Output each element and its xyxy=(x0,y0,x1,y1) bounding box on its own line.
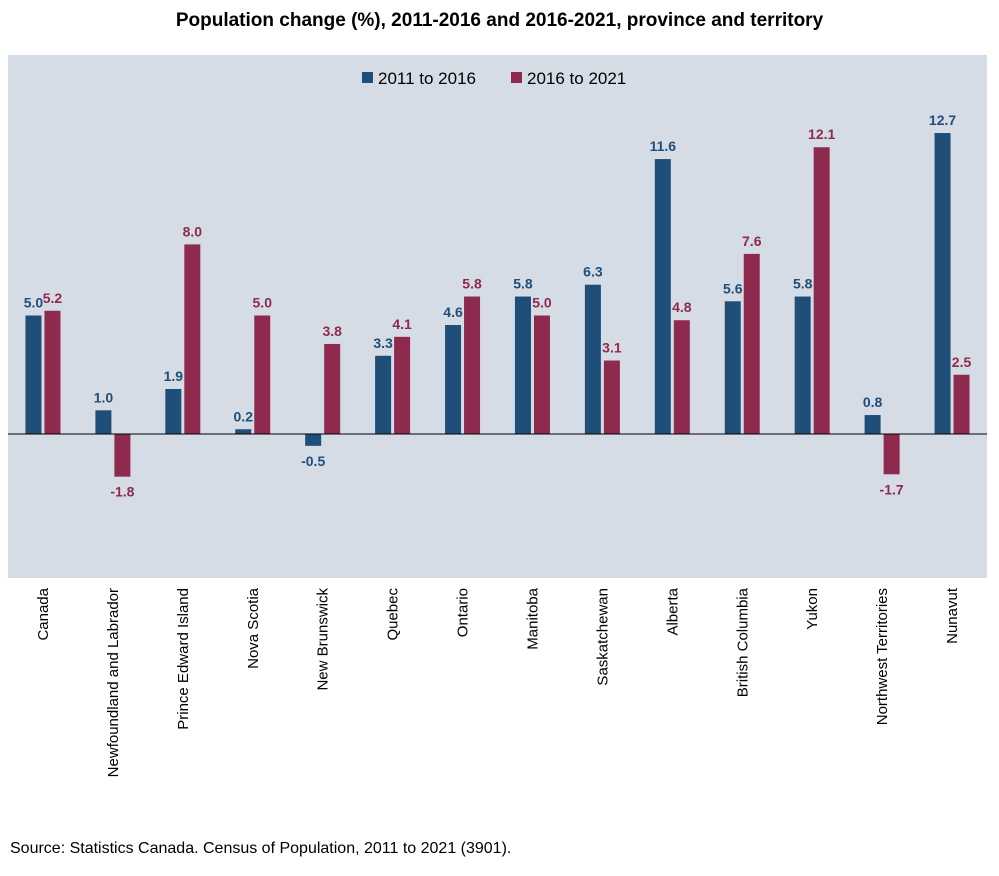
category-label: Quebec xyxy=(385,588,402,641)
bar-series-1 xyxy=(724,301,741,434)
category-label: Newfoundland and Labrador xyxy=(105,588,122,777)
data-label-series-2: 3.8 xyxy=(322,323,342,339)
category-label: Nova Scotia xyxy=(245,587,262,669)
bar-series-1 xyxy=(794,296,811,434)
bar-series-1 xyxy=(375,355,392,434)
legend-swatch-series-2 xyxy=(511,72,522,83)
bar-series-1 xyxy=(305,434,322,446)
bar-series-1 xyxy=(864,415,881,434)
data-label-series-1: 0.2 xyxy=(234,408,254,424)
bar-series-2 xyxy=(394,336,411,434)
chart-title: Population change (%), 2011-2016 and 201… xyxy=(175,10,824,31)
legend-swatch-series-1 xyxy=(362,72,373,83)
category-label: New Brunswick xyxy=(315,588,332,691)
category-label: Nunavut xyxy=(944,587,961,644)
category-label: Ontario xyxy=(455,588,472,637)
bar-series-1 xyxy=(514,296,531,434)
category-label: Prince Edward Island xyxy=(175,588,192,730)
category-label: Saskatchewan xyxy=(594,588,611,686)
bar-series-2 xyxy=(44,310,61,434)
plot-area xyxy=(8,55,987,578)
data-label-series-1: 5.0 xyxy=(24,295,44,311)
data-label-series-2: 8.0 xyxy=(183,223,203,239)
data-label-series-2: 12.1 xyxy=(808,126,835,142)
data-label-series-1: 1.0 xyxy=(94,389,114,405)
data-label-series-2: 5.0 xyxy=(253,295,273,311)
bar-series-1 xyxy=(25,315,42,434)
data-label-series-2: 4.8 xyxy=(672,299,692,315)
source-note: Source: Statistics Canada. Census of Pop… xyxy=(10,840,512,857)
data-label-series-2: 5.0 xyxy=(532,295,552,311)
data-label-series-2: 3.1 xyxy=(602,340,622,356)
data-label-series-1: 5.8 xyxy=(793,276,813,292)
data-label-series-2: 4.1 xyxy=(392,316,412,332)
bar-series-2 xyxy=(184,244,201,434)
data-label-series-1: 5.6 xyxy=(723,280,743,296)
category-label: British Columbia xyxy=(734,587,751,697)
legend-label-series-1: 2011 to 2016 xyxy=(378,69,476,88)
category-label: Alberta xyxy=(664,587,681,635)
data-label-series-1: 4.6 xyxy=(443,304,463,320)
bar-series-1 xyxy=(584,284,601,434)
legend: 2011 to 2016 2016 to 2021 xyxy=(362,69,626,88)
category-label: Canada xyxy=(35,587,52,640)
bar-series-2 xyxy=(813,147,830,435)
bar-series-2 xyxy=(883,434,900,475)
bar-series-2 xyxy=(114,434,131,477)
data-label-series-1: 6.3 xyxy=(583,264,603,280)
data-label-series-2: -1.8 xyxy=(110,484,134,500)
bar-series-1 xyxy=(934,133,951,434)
data-label-series-1: 3.3 xyxy=(373,335,393,351)
data-label-series-1: 11.6 xyxy=(650,138,677,154)
category-label: Northwest Territories xyxy=(874,588,891,725)
data-label-series-2: 5.8 xyxy=(462,276,482,292)
bar-series-2 xyxy=(603,360,620,434)
data-label-series-1: 12.7 xyxy=(929,112,956,128)
bar-series-1 xyxy=(235,429,252,434)
bar-series-1 xyxy=(445,324,462,434)
legend-label-series-2: 2016 to 2021 xyxy=(527,69,626,88)
data-label-series-2: -1.7 xyxy=(880,481,904,497)
data-label-series-1: 5.8 xyxy=(513,276,533,292)
category-label: Yukon xyxy=(804,588,821,630)
bar-series-2 xyxy=(743,253,760,434)
bar-series-2 xyxy=(464,296,481,434)
bar-series-2 xyxy=(673,320,690,434)
bar-series-2 xyxy=(254,315,271,434)
bar-series-1 xyxy=(95,410,112,434)
data-label-series-1: -0.5 xyxy=(301,453,325,469)
data-label-series-1: 1.9 xyxy=(164,368,184,384)
bar-series-2 xyxy=(953,374,970,434)
data-label-series-2: 2.5 xyxy=(952,354,972,370)
category-label: Manitoba xyxy=(524,587,541,649)
bar-series-1 xyxy=(165,388,182,434)
bar-series-2 xyxy=(533,315,550,434)
data-label-series-2: 5.2 xyxy=(43,290,63,306)
data-label-series-1: 0.8 xyxy=(863,394,883,410)
bar-series-1 xyxy=(654,159,671,434)
bar-series-2 xyxy=(324,343,341,434)
data-label-series-2: 7.6 xyxy=(742,233,762,249)
